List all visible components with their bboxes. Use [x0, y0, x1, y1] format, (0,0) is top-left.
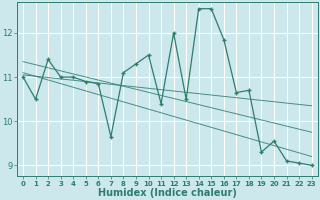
X-axis label: Humidex (Indice chaleur): Humidex (Indice chaleur) — [98, 188, 237, 198]
